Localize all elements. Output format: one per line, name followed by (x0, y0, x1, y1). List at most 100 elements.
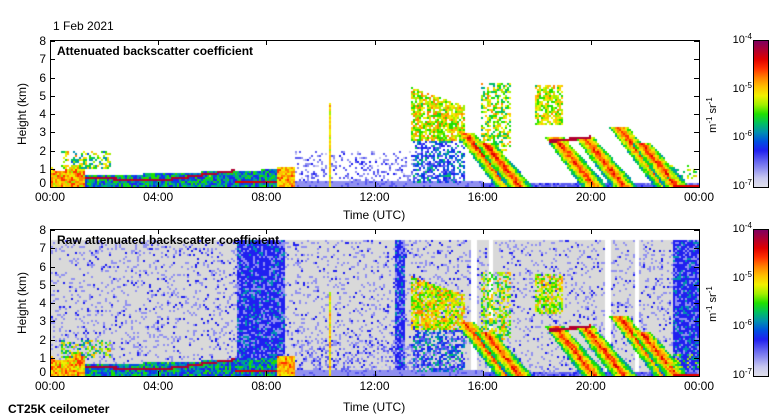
x-tick-label: 12:00 (359, 190, 390, 204)
y-tick-label: 0 (39, 365, 46, 379)
y-tick-right (694, 266, 699, 268)
x-tick (374, 371, 376, 376)
y-tick (50, 248, 55, 250)
x-tick (158, 371, 160, 376)
y-tick (50, 266, 55, 268)
colorbar-top (753, 40, 769, 188)
y-tick-right (694, 230, 699, 231)
x-tick-top (482, 40, 484, 45)
y-tick (50, 77, 55, 79)
x-axis-title: Time (UTC) (343, 400, 406, 414)
y-tick-right (694, 357, 699, 359)
y-tick-right (694, 303, 699, 304)
x-tick-label: 00:00 (683, 379, 715, 393)
x-tick-top (482, 229, 484, 234)
x-tick-label: 00:00 (34, 379, 66, 393)
panel-raw-backscatter: Raw attenuated backscatter coefficient (50, 229, 700, 377)
y-tick-label: 3 (39, 125, 46, 140)
y-tick-label: 8 (39, 34, 46, 48)
y-tick-right (694, 77, 699, 79)
y-tick (50, 357, 55, 359)
x-tick (482, 182, 484, 187)
colorbar-tick-label: 10-4 (732, 221, 752, 236)
colorbar-bottom (753, 229, 769, 377)
colorbar-tick-label: 10-6 (732, 318, 752, 333)
instrument-label: CT25K ceilometer (8, 402, 110, 416)
y-tick-label: 7 (39, 52, 46, 67)
x-tick (266, 371, 268, 376)
colorbar-tick-label: 10-7 (732, 367, 752, 382)
x-tick (50, 371, 51, 376)
y-tick (50, 114, 55, 115)
x-tick-top (50, 40, 51, 45)
y-axis-title: Height (km) (15, 83, 29, 146)
x-tick (590, 371, 592, 376)
y-tick-label: 5 (39, 88, 46, 103)
x-tick (699, 371, 700, 376)
x-tick-label: 08:00 (251, 379, 282, 393)
y-tick (50, 303, 55, 304)
y-tick-label: 6 (39, 70, 46, 85)
y-tick-label: 5 (39, 277, 46, 292)
x-tick-label: 20:00 (575, 379, 606, 393)
y-tick-label: 2 (39, 332, 46, 347)
x-tick-label: 00:00 (34, 190, 66, 204)
panel-attenuated-backscatter: Attenuated backscatter coefficient (50, 40, 700, 188)
x-tick-top (699, 40, 700, 45)
y-tick-right (694, 150, 699, 152)
y-tick-right (694, 95, 699, 97)
y-tick-label: 2 (39, 143, 46, 158)
y-tick-label: 4 (39, 107, 46, 121)
y-tick (50, 59, 55, 61)
colorbar-tick-label: 10-5 (732, 269, 752, 284)
x-tick-top (699, 229, 700, 234)
y-axis-title: Height (km) (15, 272, 29, 335)
y-tick-label: 4 (39, 296, 46, 310)
x-tick-top (590, 229, 592, 234)
x-tick-label: 04:00 (143, 379, 174, 393)
x-tick-label: 04:00 (143, 190, 174, 204)
x-tick (50, 182, 51, 187)
x-axis-title: Time (UTC) (343, 208, 406, 222)
y-tick-right (694, 284, 699, 286)
y-tick-right (694, 41, 699, 42)
x-tick-top (266, 40, 268, 45)
y-tick (50, 376, 55, 377)
y-tick (50, 339, 55, 341)
heatmap-raw-backscatter (51, 230, 699, 376)
y-tick-right (694, 321, 699, 323)
y-tick-label: 1 (39, 350, 46, 365)
x-tick (482, 371, 484, 376)
x-tick-label: 16:00 (467, 190, 498, 204)
x-tick (699, 182, 700, 187)
x-tick (590, 182, 592, 187)
x-tick (158, 182, 160, 187)
y-tick-right (694, 168, 699, 170)
y-tick (50, 187, 55, 188)
y-tick (50, 150, 55, 152)
x-tick-top (158, 229, 160, 234)
x-tick-label: 08:00 (251, 190, 282, 204)
x-tick-top (50, 229, 51, 234)
y-tick-label: 6 (39, 259, 46, 274)
colorbar-tick-label: 10-4 (732, 32, 752, 47)
y-tick (50, 95, 55, 97)
y-tick (50, 321, 55, 323)
y-tick-label: 3 (39, 314, 46, 329)
panel-title: Attenuated backscatter coefficient (57, 44, 254, 58)
y-tick-label: 7 (39, 241, 46, 256)
x-tick-label: 20:00 (575, 190, 606, 204)
x-tick-top (590, 40, 592, 45)
colorbar-unit-bottom: m-1 sr-1 (705, 286, 719, 322)
x-tick (374, 182, 376, 187)
colorbar-tick-label: 10-5 (732, 80, 752, 95)
colorbar-tick-label: 10-7 (732, 178, 752, 193)
y-tick-label: 1 (39, 161, 46, 176)
y-tick (50, 132, 55, 134)
x-tick-top (374, 229, 376, 234)
x-tick-label: 16:00 (467, 379, 498, 393)
y-tick-label: 8 (39, 223, 46, 237)
y-tick (50, 230, 55, 231)
y-tick (50, 284, 55, 286)
x-tick (266, 182, 268, 187)
